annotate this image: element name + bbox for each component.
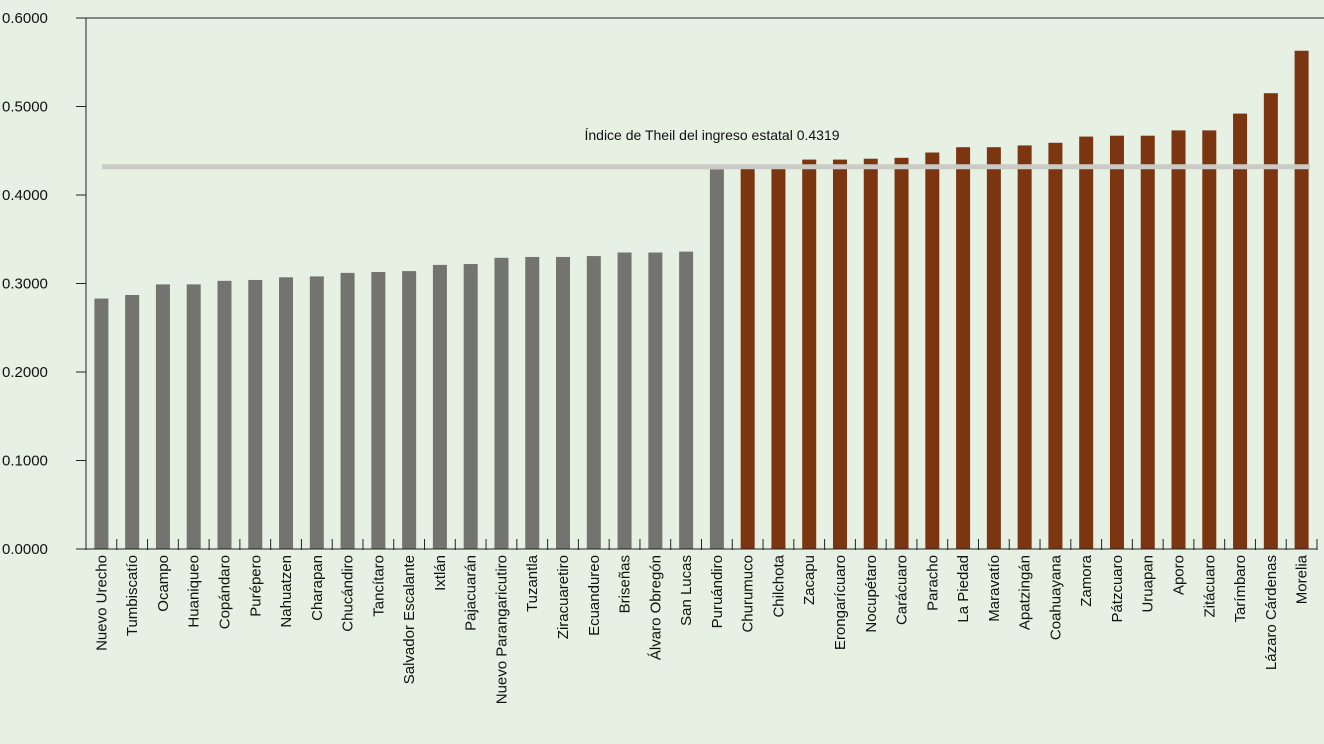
x-tick-label: La Piedad <box>955 555 972 623</box>
x-tick-label: Huaniqueo <box>186 555 203 628</box>
bar <box>1263 93 1278 549</box>
bar <box>279 277 294 549</box>
y-tick-label: 0.0000 <box>2 541 48 558</box>
y-tick-label: 0.4000 <box>2 187 48 204</box>
bar <box>371 271 386 549</box>
x-tick-label: Ocampo <box>155 555 172 612</box>
bar <box>771 165 786 550</box>
bar <box>1171 130 1186 549</box>
bar <box>556 256 571 549</box>
x-tick-label: Nuevo Parangaricutiro <box>493 555 510 704</box>
bar <box>986 147 1001 549</box>
y-tick-label: 0.1000 <box>2 453 48 470</box>
bar <box>217 280 232 549</box>
bar <box>402 271 417 549</box>
x-tick-label: Ziracuaretiro <box>555 555 572 639</box>
x-tick-label: Tarímbaro <box>1232 555 1249 623</box>
x-tick-label: Tuzantla <box>524 554 541 612</box>
x-tick-label: Chilchota <box>770 554 787 617</box>
x-tick-label: Paracho <box>924 555 941 611</box>
y-tick-label: 0.6000 <box>2 10 48 27</box>
bar <box>894 157 909 549</box>
bar <box>155 284 170 549</box>
x-tick-label: Ecuandureo <box>586 555 603 636</box>
bar <box>525 256 540 549</box>
y-tick-label: 0.3000 <box>2 276 48 293</box>
bars-group <box>94 50 1309 550</box>
x-tick-label: Carácuaro <box>894 555 911 625</box>
x-tick-label: Ixtlán <box>432 555 449 591</box>
x-tick-label: Nahuatzen <box>278 555 295 628</box>
x-tick-label: Tancítaro <box>370 555 387 617</box>
x-tick-label: Álvaro Obregón <box>647 555 664 660</box>
x-tick-label: Tumbiscatío <box>124 555 141 636</box>
bar <box>1048 142 1063 549</box>
bar <box>709 169 724 549</box>
bar <box>309 276 324 549</box>
bar <box>494 257 509 549</box>
x-tick-label: Charapan <box>309 555 326 621</box>
bar <box>586 256 601 549</box>
bar <box>432 264 447 549</box>
x-tick-label: Pátzcuaro <box>1109 555 1126 623</box>
x-tick-label: Apatzingán <box>1017 555 1034 630</box>
bar <box>186 284 201 549</box>
reference-line-group: Índice de Theil del ingreso estatal 0.43… <box>102 127 1310 170</box>
x-tick-label: Nocupétaro <box>863 555 880 633</box>
x-tick-label: Chucándiro <box>340 555 357 632</box>
bar <box>740 166 755 549</box>
x-tick-label: Zacapu <box>801 555 818 605</box>
bar <box>1233 113 1248 549</box>
x-tick-label: Zamora <box>1078 554 1095 606</box>
x-tick-label: Puruándiro <box>709 555 726 628</box>
x-tick-label: Salvador Escalante <box>401 555 418 684</box>
x-tick-label: Coahuayana <box>1047 554 1064 640</box>
x-tick-label: San Lucas <box>678 555 695 626</box>
bar <box>248 279 263 549</box>
x-tick-label: Pajacuarán <box>463 555 480 631</box>
bar <box>1140 135 1155 549</box>
bar <box>1294 50 1309 549</box>
y-tick-label: 0.5000 <box>2 99 48 116</box>
y-tick-label: 0.2000 <box>2 364 48 381</box>
x-tick-label: Zitácuaro <box>1201 555 1218 618</box>
bar <box>648 252 663 549</box>
x-tick-label: Briseñas <box>617 555 634 613</box>
bar <box>863 158 878 549</box>
bar <box>1079 136 1094 549</box>
bar <box>679 251 694 549</box>
bar <box>1017 145 1032 549</box>
x-tick-label: Purépero <box>247 555 264 617</box>
x-axis: Nuevo Urecho Tumbiscatío Ocampo Huaniqueo Co… <box>85 539 1318 704</box>
y-axis: 0.0000 0.1000 0.2000 0.3000 0.4000 0.5000 0.60… <box>2 10 1324 558</box>
x-tick-label: Nuevo Urecho <box>93 555 110 651</box>
bar <box>617 252 632 549</box>
bar <box>802 159 817 549</box>
bar <box>1109 135 1124 549</box>
bar <box>94 298 109 549</box>
x-tick-label: Uruapan <box>1140 555 1157 613</box>
bar <box>125 295 140 549</box>
x-tick-label: Erongarícuaro <box>832 555 849 650</box>
bar <box>340 272 355 549</box>
x-tick-label: Morelia <box>1294 554 1311 604</box>
reference-line-label: Índice de Theil del ingreso estatal 0.43… <box>584 127 839 143</box>
x-tick-label: Lázaro Cárdenas <box>1263 555 1280 670</box>
bar <box>925 152 940 549</box>
bar <box>1202 130 1217 549</box>
bar <box>832 159 847 549</box>
x-tick-label: Aporo <box>1171 555 1188 595</box>
x-tick-label: Churumuco <box>740 555 757 633</box>
x-tick-label: Copándaro <box>216 555 233 629</box>
bar <box>463 264 478 549</box>
x-tick-label: Maravatío <box>986 555 1003 622</box>
bar <box>956 147 971 549</box>
